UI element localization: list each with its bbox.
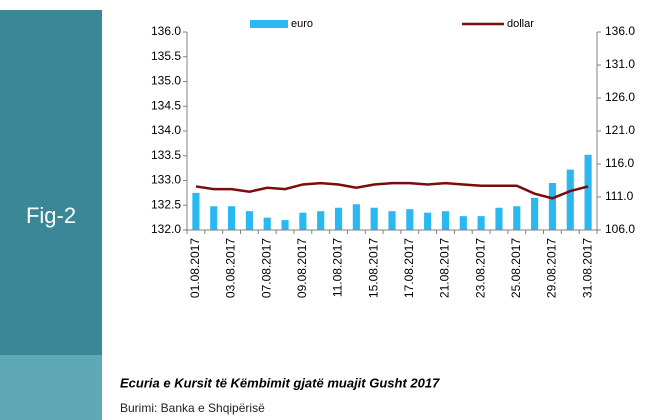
bar <box>317 211 325 230</box>
bar <box>513 206 521 230</box>
legend-label: dollar <box>507 18 534 30</box>
source: Burimi: Banka e Shqipërisë <box>120 401 265 415</box>
legend-label: euro <box>291 18 313 30</box>
bar <box>459 216 467 230</box>
x-tick-label: 09.08.2017 <box>295 238 309 298</box>
x-tick-label: 21.08.2017 <box>438 238 452 298</box>
bar <box>228 206 236 230</box>
y2-tick-label: 111.0 <box>605 189 634 203</box>
bar <box>299 212 307 230</box>
x-tick-label: 17.08.2017 <box>402 238 416 298</box>
bar <box>388 211 396 230</box>
x-tick-label: 07.08.2017 <box>259 238 273 298</box>
y2-tick-label: 116.0 <box>605 156 634 170</box>
figure-label: Fig-2 <box>26 203 76 228</box>
bar <box>531 197 539 230</box>
x-tick-label: 31.08.2017 <box>580 238 594 298</box>
bar <box>370 207 378 230</box>
bar <box>495 207 503 230</box>
bar <box>281 220 289 230</box>
bar <box>566 169 574 230</box>
y2-tick-label: 136.0 <box>605 24 635 38</box>
x-tick-label: 25.08.2017 <box>509 238 523 298</box>
bar <box>584 154 592 230</box>
bar <box>192 192 200 230</box>
bar <box>245 211 253 230</box>
y-tick-label: 135.5 <box>151 49 181 63</box>
bar <box>441 211 450 230</box>
y-tick-label: 136.0 <box>151 24 181 38</box>
y-tick-label: 133.0 <box>151 173 181 187</box>
bar <box>548 182 556 230</box>
y-tick-label: 134.5 <box>151 98 181 112</box>
x-tick-label: 15.08.2017 <box>366 238 380 298</box>
y-tick-label: 132.0 <box>151 222 181 236</box>
x-tick-label: 01.08.2017 <box>188 238 202 298</box>
x-tick-label: 11.08.2017 <box>331 238 345 297</box>
bar <box>352 204 360 230</box>
x-tick-label: 03.08.2017 <box>224 238 238 298</box>
y2-tick-label: 106.0 <box>605 222 635 236</box>
bar <box>424 212 432 230</box>
y2-tick-label: 131.0 <box>605 57 635 71</box>
y2-tick-label: 121.0 <box>605 123 635 137</box>
legend-swatch <box>250 20 288 28</box>
y-tick-label: 134.0 <box>151 123 181 137</box>
bar <box>334 207 343 230</box>
bar <box>406 209 414 230</box>
line <box>195 181 589 200</box>
figure-band-lower <box>0 355 102 420</box>
x-tick-label: 29.08.2017 <box>545 238 559 298</box>
caption: Ecuria e Kursit të Këmbimit gjatë muajit… <box>120 375 440 390</box>
y-tick-label: 132.5 <box>151 197 181 211</box>
bar <box>263 217 271 230</box>
bar <box>210 206 218 230</box>
bar <box>477 216 485 230</box>
y2-tick-label: 126.0 <box>605 90 635 104</box>
figure-band <box>0 10 102 355</box>
y-tick-label: 133.5 <box>151 148 181 162</box>
y-tick-label: 135.0 <box>151 74 181 88</box>
x-tick-label: 23.08.2017 <box>473 238 487 298</box>
